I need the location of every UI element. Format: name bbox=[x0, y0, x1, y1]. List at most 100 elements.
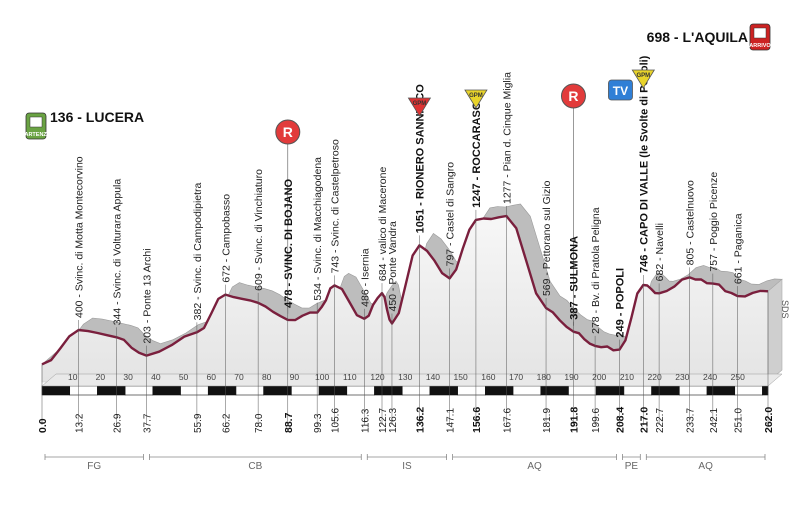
climb-text: GPM bbox=[636, 73, 650, 79]
waypoint-label: 609 - Svinc. di Vinchiaturo bbox=[253, 169, 265, 291]
km-tick-label: 250 bbox=[731, 372, 745, 382]
km-tick-label: 110 bbox=[343, 372, 357, 382]
km-bar-segment bbox=[540, 385, 569, 396]
waypoint-label: 478 - SVINC. DI BOJANO bbox=[283, 178, 295, 307]
km-tick-label: 210 bbox=[620, 372, 634, 382]
region-label: FG bbox=[87, 461, 101, 472]
km-tick-label: 100 bbox=[315, 372, 329, 382]
waypoint-km: 37.7 bbox=[142, 413, 153, 433]
km-bar-segment bbox=[207, 385, 237, 396]
waypoint-km: 262.0 bbox=[763, 407, 775, 433]
waypoint-label: 672 - Campobasso bbox=[220, 194, 232, 283]
waypoint-label: 400 - Svinc. di Motta Montecorvino bbox=[74, 156, 86, 318]
km-tick-label: 130 bbox=[398, 372, 412, 382]
waypoint-label: 805 - Castelnuovo bbox=[685, 180, 697, 265]
waypoint-km: 156.6 bbox=[471, 407, 483, 433]
start-badge-text: PARTENZA bbox=[21, 132, 51, 138]
km-tick-label: 70 bbox=[234, 372, 244, 382]
km-bar-segment bbox=[512, 385, 542, 396]
waypoint-label: 757 - Poggio Picenze bbox=[708, 172, 720, 272]
km-tick-label: 140 bbox=[426, 372, 440, 382]
waypoint-label: 344 - Svinc. di Volturara Appula bbox=[112, 179, 124, 326]
km-tick-label: 30 bbox=[123, 372, 133, 382]
km-bar-segment bbox=[457, 385, 486, 396]
waypoint-km: 26.9 bbox=[113, 413, 124, 433]
finish-badge-text: ARRIVO bbox=[749, 43, 771, 49]
feed-zone-text: R bbox=[568, 88, 578, 104]
waypoint-km: 167.6 bbox=[502, 408, 513, 433]
feed-zone-icon bbox=[560, 83, 586, 109]
waypoint-label: 1277 - Pian d. Cinque Miglia bbox=[501, 72, 513, 204]
waypoint-label: 203 - Ponte 13 Archi bbox=[141, 248, 153, 343]
km-bar-segment bbox=[429, 385, 458, 396]
waypoint-km: 233.7 bbox=[686, 408, 697, 433]
waypoint-km: 122.7 bbox=[378, 408, 389, 433]
waypoint-label: 1247 - ROCCARASO bbox=[471, 101, 483, 208]
km-tick-label: 170 bbox=[509, 372, 523, 382]
km-bar-segment bbox=[69, 385, 98, 396]
waypoint-label: 569 - Pettorano sul Gizio bbox=[541, 180, 553, 296]
km-bar-segment bbox=[734, 385, 763, 396]
km-tick-label: 40 bbox=[151, 372, 161, 382]
climb-text: GPM bbox=[469, 93, 483, 99]
km-bar-segment bbox=[679, 385, 708, 396]
waypoint-km: 208.4 bbox=[614, 407, 626, 433]
km-bar-segment bbox=[291, 385, 320, 396]
waypoint-label: 661 - Paganica bbox=[733, 213, 745, 284]
km-tick-label: 80 bbox=[262, 372, 272, 382]
waypoint-km: 55.9 bbox=[193, 413, 204, 433]
km-bar-segment bbox=[263, 385, 292, 396]
waypoint-km: 191.8 bbox=[568, 407, 580, 433]
km-bar-segment bbox=[706, 385, 736, 396]
waypoint-km: 251.0 bbox=[734, 408, 745, 433]
waypoint-km: 222.7 bbox=[655, 408, 666, 433]
start-badge: PARTENZA bbox=[21, 112, 51, 140]
waypoint-km: 199.6 bbox=[591, 408, 602, 433]
waypoint-label: 684 - valico di Macerone bbox=[377, 167, 389, 282]
flag-icon bbox=[29, 116, 43, 128]
region-label: PE bbox=[625, 461, 639, 472]
waypoint-label: 249 - POPOLI bbox=[614, 268, 626, 338]
waypoint-km: 116.3 bbox=[360, 408, 371, 433]
waypoint-label: 387 - SULMONA bbox=[568, 236, 580, 320]
km-bar-segment bbox=[152, 385, 181, 396]
km-tick-label: 240 bbox=[703, 372, 717, 382]
start-label: 136 - LUCERA bbox=[50, 109, 144, 125]
km-tick-label: 20 bbox=[96, 372, 106, 382]
km-tick-label: 190 bbox=[564, 372, 578, 382]
flag-icon bbox=[753, 27, 767, 39]
km-tick-label: 120 bbox=[370, 372, 384, 382]
waypoint-label: 450 - Ponte Vandra bbox=[387, 221, 399, 311]
waypoint-km: 88.7 bbox=[283, 412, 295, 433]
tv-text: TV bbox=[613, 84, 628, 98]
region-label: AQ bbox=[698, 461, 713, 472]
feed-zone-icon bbox=[275, 119, 301, 145]
km-bar-top bbox=[41, 373, 783, 387]
km-tick-label: 180 bbox=[537, 372, 551, 382]
km-bar-segment bbox=[318, 385, 348, 396]
km-bar-segment bbox=[180, 385, 209, 396]
finish-badge: ARRIVO bbox=[749, 23, 771, 51]
waypoint-label: 746 - CAPO DI VALLE (le Svolte di Popoli… bbox=[638, 55, 650, 273]
km-tick-label: 230 bbox=[675, 372, 689, 382]
km-bar-segment bbox=[595, 385, 625, 396]
km-bar-segment bbox=[124, 385, 154, 396]
tv-icon bbox=[608, 79, 633, 101]
km-bar-segment bbox=[374, 385, 403, 396]
km-tick-label: 50 bbox=[179, 372, 189, 382]
km-bar-segment bbox=[401, 385, 431, 396]
km-tick-label: 200 bbox=[592, 372, 606, 382]
km-tick-label: 220 bbox=[648, 372, 662, 382]
km-tick-label: 60 bbox=[207, 372, 217, 382]
waypoint-km: 242.1 bbox=[709, 408, 720, 433]
km-bar-segment bbox=[97, 385, 126, 396]
km-bar-segment bbox=[346, 385, 375, 396]
climb-icon bbox=[407, 97, 432, 117]
sds-label: SDS bbox=[780, 300, 790, 319]
climb-text: GPM bbox=[413, 101, 427, 107]
waypoint-km: 136.2 bbox=[414, 407, 426, 433]
km-tick-label: 160 bbox=[481, 372, 495, 382]
km-bar-segment bbox=[235, 385, 264, 396]
climb-icon bbox=[631, 69, 656, 89]
